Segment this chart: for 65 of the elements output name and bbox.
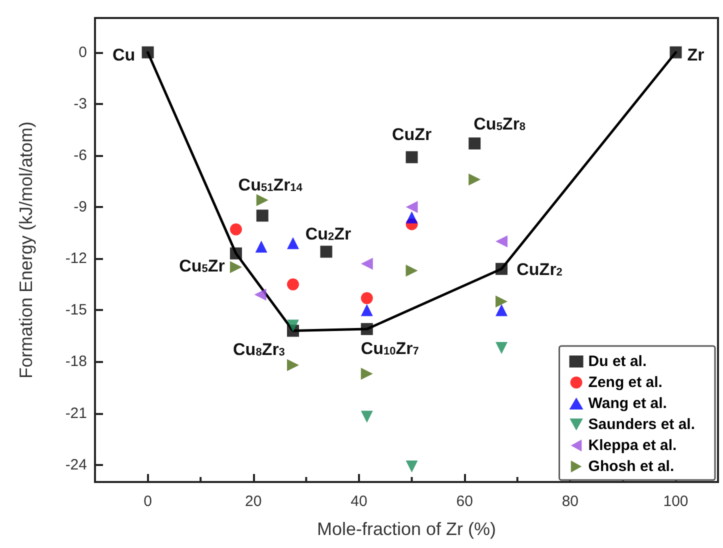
point (142, 46, 154, 58)
x-tick-label: 100 (663, 493, 688, 510)
point (360, 304, 373, 316)
point (286, 237, 299, 250)
y-axis-title: Formation Energy (kJ/mol/atom) (16, 121, 36, 379)
legend-label: Ghosh et al. (588, 458, 674, 475)
annotation: Cu5Zr (179, 256, 226, 276)
annotation: Cu8Zr3 (233, 340, 285, 359)
x-tick-label: 80 (562, 493, 579, 510)
annotation: Cu (112, 45, 136, 64)
point (256, 194, 268, 206)
x-axis-title: Mole-fraction of Zr (%) (316, 519, 496, 539)
y-tick-label: -24 (65, 456, 87, 474)
annotation: Cu10Zr7 (360, 339, 419, 358)
point (360, 368, 373, 380)
point (287, 278, 299, 290)
legend-label: Wang et al. (588, 395, 667, 412)
y-tick-label: -18 (65, 353, 87, 370)
point (496, 304, 508, 316)
point (230, 247, 242, 260)
point (496, 235, 508, 248)
point (496, 296, 508, 308)
point (230, 261, 242, 274)
point (320, 246, 332, 258)
legend-label: Du et al. (588, 353, 647, 370)
y-tick-label: -3 (74, 95, 87, 112)
point (406, 460, 418, 473)
point (254, 288, 266, 301)
point (670, 46, 682, 58)
point (360, 258, 373, 270)
point (406, 201, 418, 214)
point (496, 342, 508, 354)
point (360, 292, 373, 304)
annotation: Cu2Zr (305, 224, 352, 244)
y-tick-label: -9 (74, 198, 87, 216)
x-tick-label: 20 (245, 493, 262, 510)
y-tick-label: -6 (74, 146, 87, 164)
point (406, 211, 418, 224)
point (360, 323, 373, 336)
point (256, 210, 268, 222)
annotation: CuZr2 (516, 260, 562, 279)
annotation: Cu51Zr14 (238, 176, 304, 195)
x-tick-label: 0 (144, 493, 152, 510)
legend-label: Saunders et al. (588, 416, 696, 433)
point (360, 410, 373, 423)
annotation: Cu5Zr8 (474, 114, 526, 134)
point (496, 262, 508, 275)
point (406, 151, 418, 164)
y-tick-label: -15 (65, 302, 87, 319)
annotation: CuZr (392, 125, 432, 144)
legend-label: Zeng et al. (588, 374, 662, 391)
point (286, 359, 299, 372)
y-tick-label: -12 (65, 250, 87, 268)
point (468, 137, 481, 150)
point (406, 264, 418, 277)
x-tick-label: 60 (456, 493, 473, 510)
x-tick-label: 40 (350, 493, 368, 510)
y-tick-label: -21 (65, 404, 87, 422)
point (230, 223, 242, 236)
legend-label: Kleppa et al. (588, 437, 677, 454)
annotation: Zr (687, 45, 705, 64)
point (255, 240, 268, 253)
point (286, 320, 299, 332)
point (468, 174, 481, 186)
y-tick-label: 0 (78, 44, 87, 61)
